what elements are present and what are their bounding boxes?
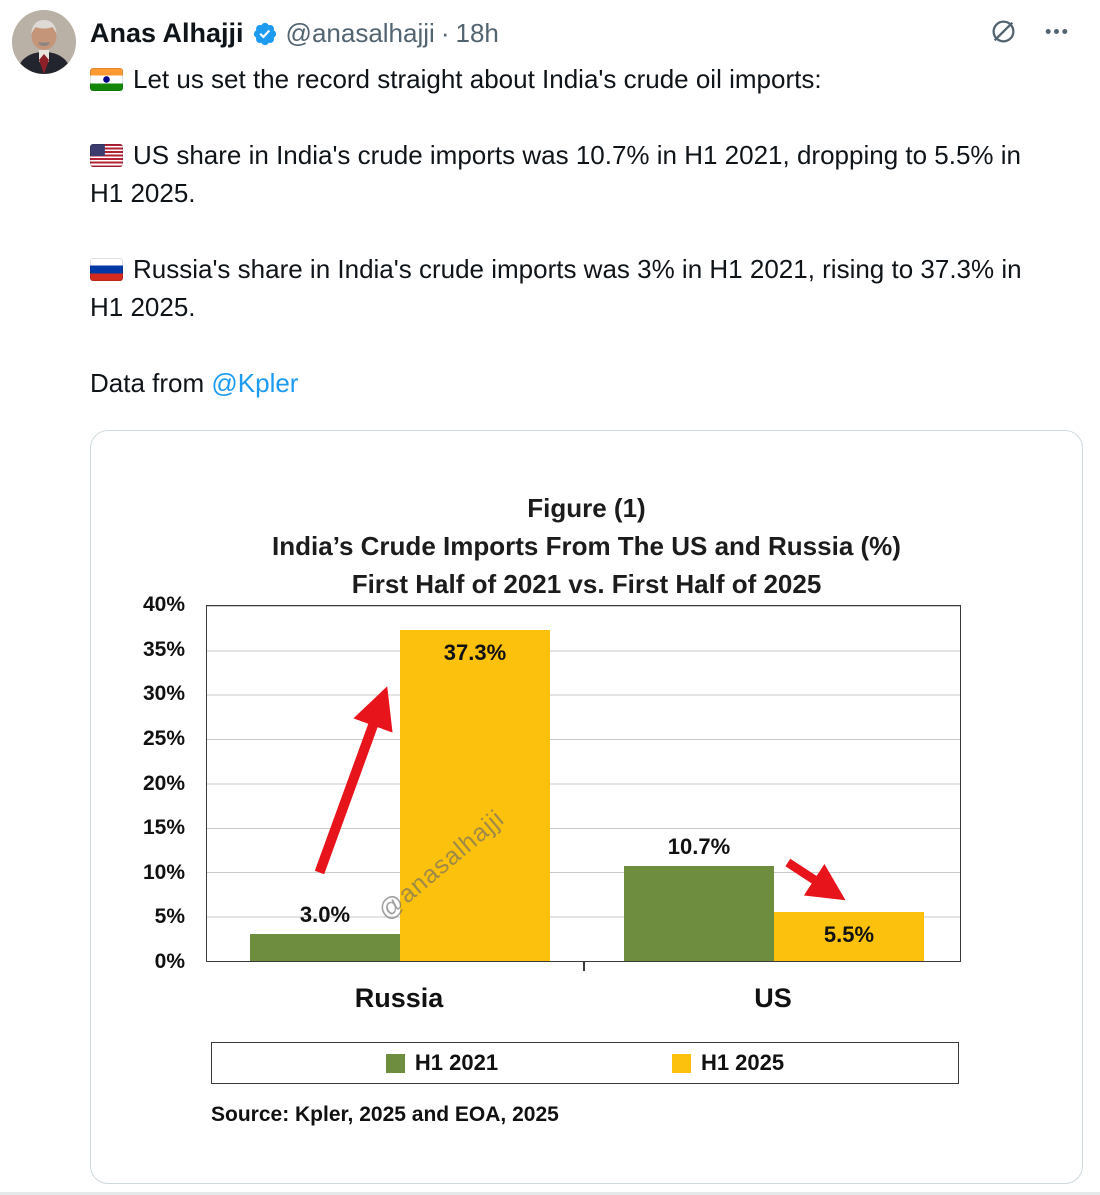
tweet-meta: @anasalhajji · 18h: [286, 18, 505, 49]
category-label-us: US: [754, 983, 792, 1013]
avatar[interactable]: [12, 10, 76, 74]
y-tick-25: 25%: [142, 726, 185, 750]
bar-us-h1-2025: 5.5%: [774, 912, 924, 961]
data-from-text: Data from: [90, 368, 212, 398]
paragraph-intro: Let us set the record straight about Ind…: [90, 60, 1060, 98]
arrow-up-russia-icon: [314, 686, 393, 875]
y-tick-0: 0%: [154, 950, 185, 973]
chart-title-line2: India’s Crude Imports From The US and Ru…: [272, 531, 901, 561]
legend-item-h1-2025: H1 2025: [671, 1050, 785, 1076]
bar-value-label: 37.3%: [443, 639, 507, 665]
bar-value-label: 5.5%: [823, 922, 875, 948]
legend-label: H1 2021: [414, 1050, 499, 1075]
chart-title-line1: Figure (1): [527, 493, 646, 523]
legend-label: H1 2025: [700, 1050, 785, 1075]
tweet-actions: [990, 18, 1070, 45]
tweet-text: Let us set the record straight about Ind…: [90, 60, 1060, 402]
y-tick-20: 20%: [142, 771, 185, 795]
us-flag-icon: [90, 144, 123, 167]
x-axis-tick: [583, 962, 585, 971]
tweet-content: Anas Alhajji @anasalhajji · 18h Let us set…: [90, 0, 1083, 1184]
y-axis-labels: 40% 35% 30% 25% 20% 15% 10% 5% 0%: [91, 593, 197, 973]
chart-source-text: Source: Kpler, 2025 and EOA, 2025: [211, 1103, 559, 1126]
arrow-down-us-icon: [785, 858, 846, 901]
bar-value-label: 3.0%: [299, 902, 351, 928]
plot-area: 3.0% 37.3% 10.7% 5.5% @anasalhajji: [206, 605, 961, 962]
paragraph-intro-text: Let us set the record straight about Ind…: [133, 64, 822, 94]
y-tick-30: 30%: [142, 682, 185, 706]
tweet-header: Anas Alhajji @anasalhajji · 18h: [90, 14, 1060, 52]
russia-flag-icon: [90, 258, 123, 281]
bar-russia-h1-2021: 3.0%: [250, 902, 400, 961]
legend-swatch-yellow: [671, 1053, 691, 1073]
y-tick-15: 15%: [142, 816, 185, 840]
timestamp[interactable]: 18h: [455, 17, 499, 48]
meta-separator: ·: [440, 17, 450, 48]
y-tick-10: 10%: [142, 860, 185, 884]
more-icon[interactable]: [1043, 18, 1070, 45]
paragraph-russia: Russia's share in India's crude imports …: [90, 250, 1060, 326]
chart-legend: H1 2021 H1 2025: [211, 1042, 959, 1084]
bar-russia-h1-2025: 37.3%: [400, 629, 550, 961]
verified-badge-icon: [252, 21, 278, 47]
paragraph-russia-text: Russia's share in India's crude imports …: [90, 254, 1022, 322]
paragraph-source: Data from @Kpler: [90, 364, 1060, 402]
tweet-image-chart[interactable]: Figure (1) India’s Crude Imports From Th…: [90, 430, 1083, 1184]
author-name[interactable]: Anas Alhajji: [90, 17, 244, 48]
legend-item-h1-2021: H1 2021: [385, 1050, 499, 1076]
y-tick-5: 5%: [154, 905, 185, 929]
avatar-portrait-image: [12, 10, 76, 74]
category-label-russia: Russia: [354, 983, 444, 1013]
y-tick-35: 35%: [142, 637, 185, 661]
legend-swatch-green: [385, 1053, 405, 1073]
grok-icon[interactable]: [990, 18, 1017, 45]
y-tick-40: 40%: [142, 593, 185, 616]
paragraph-us-text: US share in India's crude imports was 10…: [90, 140, 1022, 208]
kpler-mention-link[interactable]: @Kpler: [211, 368, 299, 398]
chart-title-line3: First Half of 2021 vs. First Half of 202…: [351, 569, 822, 599]
bar-us-h1-2021: 10.7%: [624, 834, 774, 961]
author-handle[interactable]: @anasalhajji: [285, 17, 435, 48]
bar-value-label: 10.7%: [667, 834, 731, 860]
paragraph-us: US share in India's crude imports was 10…: [90, 136, 1060, 212]
india-flag-icon: [90, 68, 123, 91]
